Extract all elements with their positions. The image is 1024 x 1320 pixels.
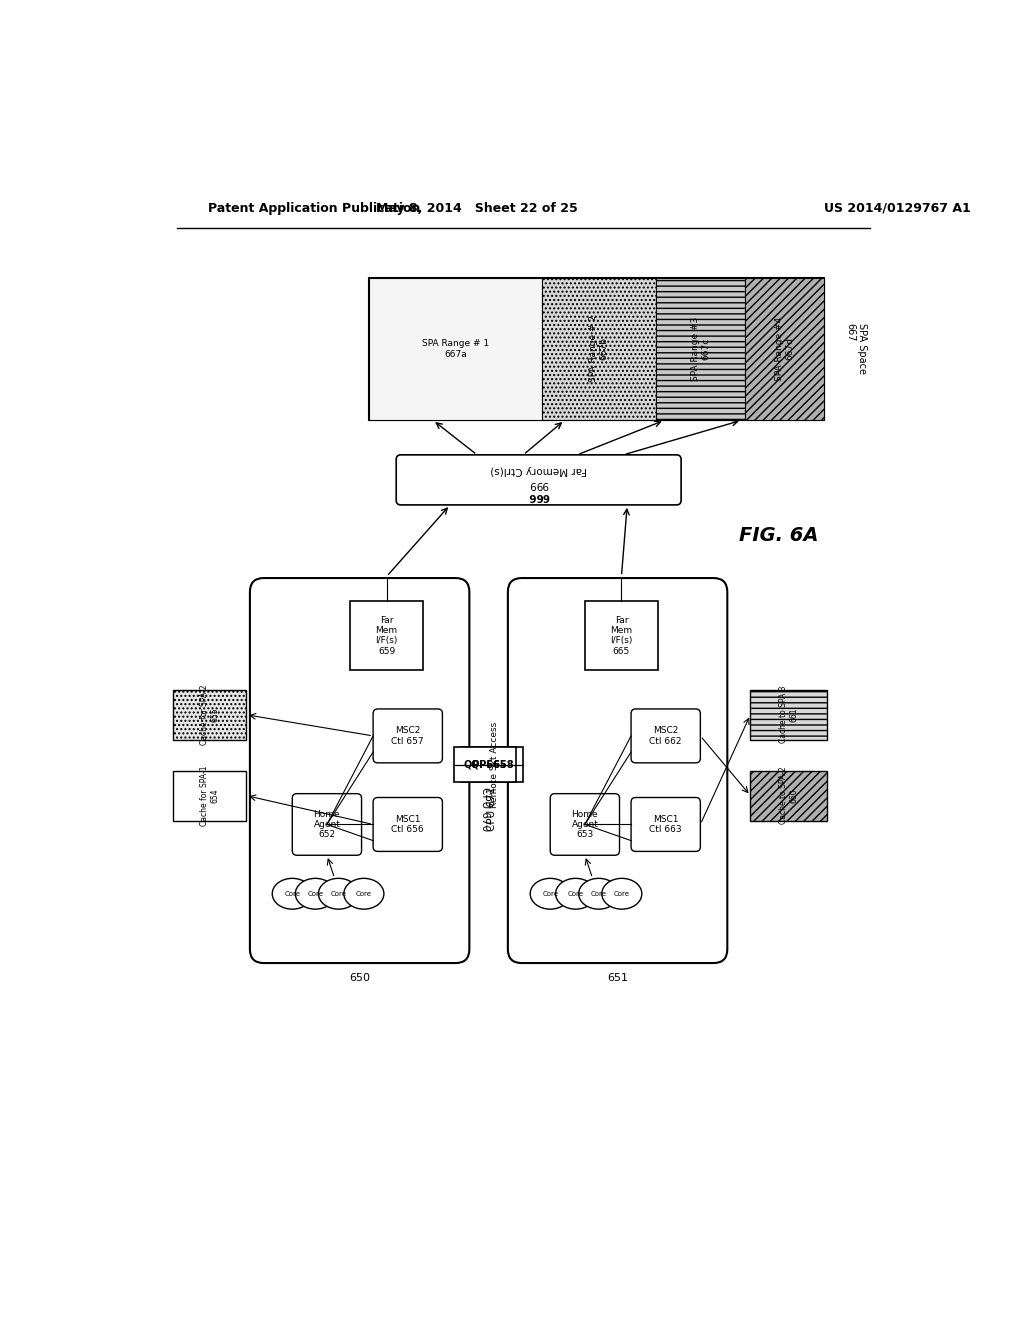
FancyBboxPatch shape [631, 709, 700, 763]
Text: Core: Core [331, 891, 346, 896]
Text: Far
Mem
I/F(s)
659: Far Mem I/F(s) 659 [376, 615, 397, 656]
Text: Core: Core [356, 891, 372, 896]
Text: MSC1
Ctl 656: MSC1 Ctl 656 [391, 814, 424, 834]
Bar [173, 771, 246, 821]
Text: 650: 650 [349, 973, 370, 983]
Text: SPA Range # 1
667a: SPA Range # 1 667a [422, 339, 489, 359]
Bar [585, 601, 658, 671]
Text: CPU 670: CPU 670 [480, 787, 489, 832]
Bar [751, 771, 827, 821]
Text: May 8, 2014   Sheet 22 of 25: May 8, 2014 Sheet 22 of 25 [376, 202, 578, 215]
Text: Home
Agent
652: Home Agent 652 [313, 809, 340, 840]
FancyBboxPatch shape [292, 793, 361, 855]
Bar [542, 277, 656, 420]
Text: Cache to SPA-2
660: Cache to SPA-2 660 [779, 767, 799, 825]
Text: SPA Range # 2
667b: SPA Range # 2 667b [590, 315, 608, 383]
Text: MSC2
Ctl 662: MSC2 Ctl 662 [649, 726, 682, 746]
Text: CPU 671: CPU 671 [487, 787, 498, 832]
FancyBboxPatch shape [508, 578, 727, 964]
Ellipse shape [344, 878, 384, 909]
Text: MSC2
Ctl 657: MSC2 Ctl 657 [391, 726, 424, 746]
Text: MSC1
Ctl 663: MSC1 Ctl 663 [649, 814, 682, 834]
Text: Core: Core [613, 891, 630, 896]
Text: Far Memory Ctrl(s): Far Memory Ctrl(s) [490, 465, 587, 475]
Ellipse shape [318, 878, 358, 909]
Text: Core: Core [543, 891, 558, 896]
Ellipse shape [556, 878, 596, 909]
Text: Core: Core [307, 891, 324, 896]
Ellipse shape [530, 878, 570, 909]
Bar [173, 689, 246, 739]
Text: QPI 665: QPI 665 [464, 760, 506, 770]
Ellipse shape [272, 878, 312, 909]
Bar [370, 277, 542, 420]
Ellipse shape [295, 878, 336, 909]
Text: SPA Space
667: SPA Space 667 [845, 323, 866, 375]
Ellipse shape [579, 878, 618, 909]
FancyBboxPatch shape [373, 797, 442, 851]
Bar [350, 601, 423, 671]
Text: 999: 999 [528, 479, 549, 490]
FancyBboxPatch shape [396, 455, 681, 506]
Bar [370, 277, 823, 420]
Text: Core: Core [591, 891, 606, 896]
Text: Core: Core [567, 891, 584, 896]
Text: FIG. 6A: FIG. 6A [739, 527, 818, 545]
Bar [656, 277, 745, 420]
Text: Cache for SPA-2
655: Cache for SPA-2 655 [200, 685, 219, 744]
Text: Cache for SPA-1
654: Cache for SPA-1 654 [200, 766, 219, 826]
Text: 666: 666 [527, 491, 550, 502]
Text: 651: 651 [607, 973, 628, 983]
Text: SPA Range #3
667c: SPA Range #3 667c [691, 317, 711, 381]
Text: Remote Skt Access: Remote Skt Access [490, 722, 500, 808]
Text: QPI 658: QPI 658 [471, 760, 514, 770]
Bar [462, 747, 523, 781]
FancyBboxPatch shape [631, 797, 700, 851]
Text: Home
Agent
653: Home Agent 653 [571, 809, 598, 840]
FancyBboxPatch shape [250, 578, 469, 964]
Bar [745, 277, 823, 420]
Ellipse shape [602, 878, 642, 909]
FancyBboxPatch shape [550, 793, 620, 855]
Text: Far
Mem
I/F(s)
665: Far Mem I/F(s) 665 [610, 615, 633, 656]
Text: SPA Range #4
667d: SPA Range #4 667d [775, 317, 794, 381]
Text: Cache to SPA 3
661: Cache to SPA 3 661 [779, 686, 799, 743]
Text: Core: Core [285, 891, 300, 896]
Text: US 2014/0129767 A1: US 2014/0129767 A1 [823, 202, 971, 215]
Bar [454, 747, 515, 781]
FancyBboxPatch shape [373, 709, 442, 763]
Bar [751, 689, 827, 739]
Text: Patent Application Publication: Patent Application Publication [208, 202, 420, 215]
